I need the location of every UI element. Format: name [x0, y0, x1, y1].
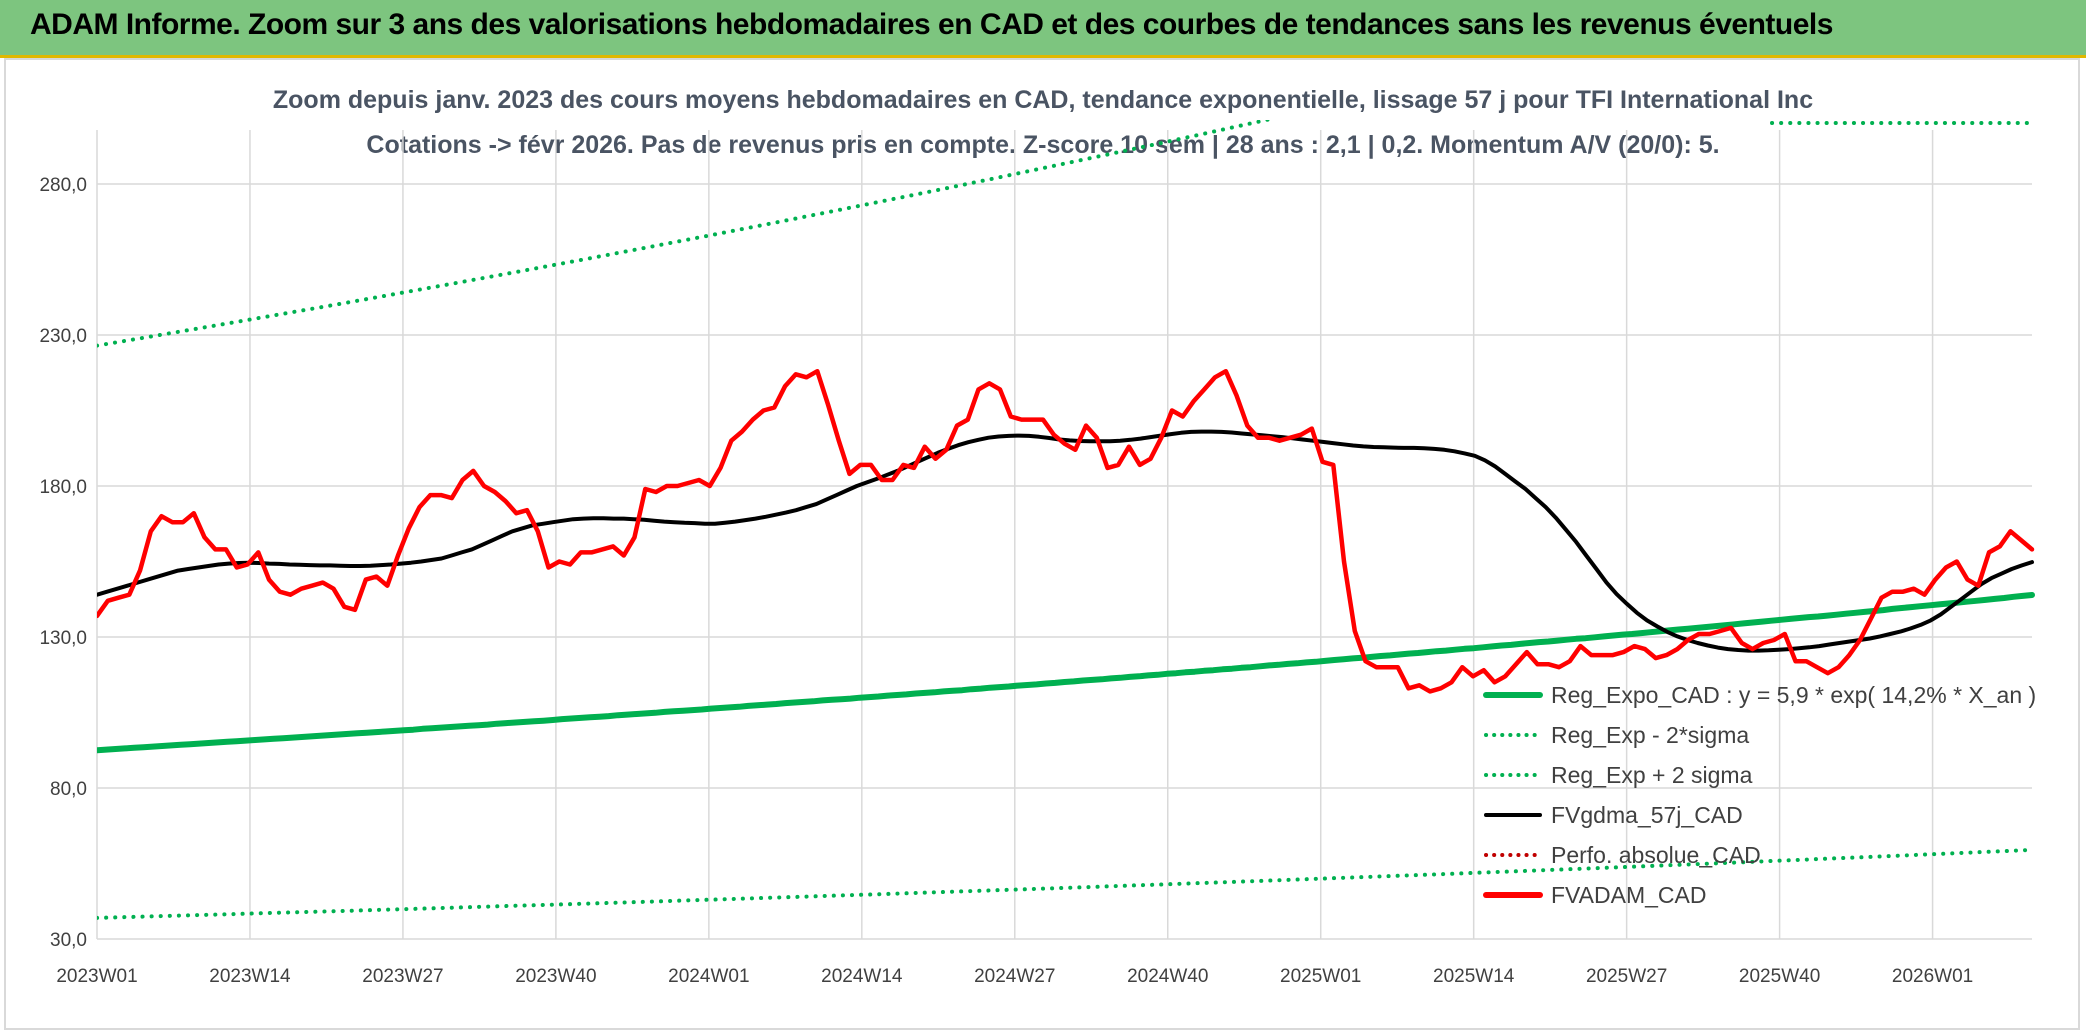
x-tick-label: 2025W27: [1586, 966, 1667, 987]
y-tick-label: 180,0: [39, 477, 87, 498]
y-axis-ticks: 280,0 230,0 180,0 130,0 80,0 30,0: [39, 175, 87, 951]
x-tick-label: 2025W14: [1433, 966, 1515, 987]
report-banner: ADAM Informe. Zoom sur 3 ans des valoris…: [0, 0, 2086, 58]
grid: [96, 130, 2032, 940]
legend-label: Reg_Exp - 2*sigma: [1551, 722, 1749, 748]
series-layer: [97, 120, 2035, 920]
x-tick-label: 2023W40: [515, 966, 596, 987]
legend-label: FVADAM_CAD: [1551, 882, 1707, 908]
x-tick-label: 2024W14: [821, 966, 903, 987]
chart-title-line-1: Zoom depuis janv. 2023 des cours moyens …: [273, 86, 1813, 114]
y-tick-label: 30,0: [50, 930, 87, 951]
legend: Reg_Expo_CAD : y = 5,9 * exp( 14,2% * X_…: [1483, 682, 2036, 908]
series-line-3: [97, 429, 2034, 653]
x-tick-label: 2026W01: [1892, 966, 1973, 987]
legend-label: Reg_Exp + 2 sigma: [1551, 762, 1753, 788]
series-line-0: [97, 592, 2035, 754]
x-tick-label: 2023W14: [209, 966, 291, 987]
legend-label: FVgdma_57j_CAD: [1551, 802, 1743, 828]
y-tick-label: 80,0: [50, 779, 87, 800]
x-tick-label: 2024W01: [668, 966, 749, 987]
y-tick-label: 230,0: [39, 326, 87, 347]
report-title: ADAM Informe. Zoom sur 3 ans des valoris…: [30, 8, 1833, 41]
x-tick-label: 2023W27: [362, 966, 443, 987]
series-line-5: [97, 368, 2035, 694]
x-axis-ticks: 2023W01 2023W14 2023W27 2023W40 2024W01 2024W…: [56, 966, 1973, 987]
x-tick-label: 2025W40: [1739, 966, 1820, 987]
x-tick-label: 2024W27: [974, 966, 1055, 987]
y-tick-label: 130,0: [39, 628, 87, 649]
x-tick-label: 2024W40: [1127, 966, 1208, 987]
legend-label: Reg_Expo_CAD : y = 5,9 * exp( 14,2% * X_…: [1551, 682, 2036, 708]
x-tick-label: 2023W01: [56, 966, 137, 987]
legend-label: Perfo. absolue_CAD: [1551, 842, 1761, 868]
chart-frame: [4, 58, 2080, 1030]
y-tick-label: 280,0: [39, 175, 87, 196]
x-tick-label: 2025W01: [1280, 966, 1361, 987]
series-line-2: [97, 120, 1276, 348]
chart-title-line-2: Cotations -> févr 2026. Pas de revenus p…: [366, 131, 1719, 159]
